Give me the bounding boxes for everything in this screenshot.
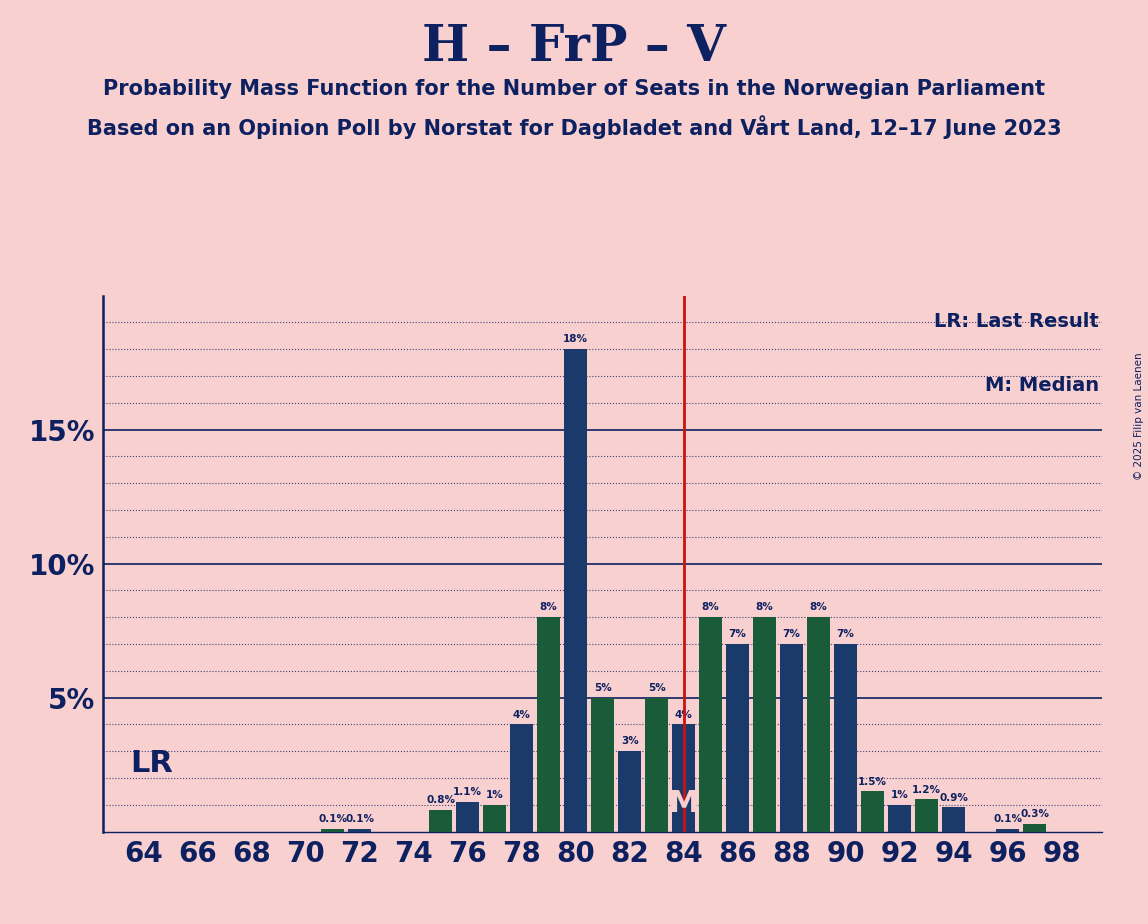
Bar	[564, 349, 587, 832]
Text: M: Median: M: Median	[985, 376, 1099, 395]
Text: 0.1%: 0.1%	[993, 814, 1022, 824]
Bar	[1023, 823, 1046, 832]
Text: 0.1%: 0.1%	[346, 814, 374, 824]
Bar	[753, 617, 776, 832]
Bar	[807, 617, 830, 832]
Text: © 2025 Filip van Laenen: © 2025 Filip van Laenen	[1134, 352, 1143, 480]
Text: 4%: 4%	[675, 710, 692, 720]
Bar	[781, 644, 804, 832]
Text: 8%: 8%	[701, 602, 720, 613]
Text: LR: Last Result: LR: Last Result	[934, 311, 1099, 331]
Text: 1.5%: 1.5%	[859, 776, 887, 786]
Bar	[645, 698, 668, 832]
Text: 0.9%: 0.9%	[939, 793, 968, 803]
Text: 18%: 18%	[564, 334, 588, 345]
Text: 1.1%: 1.1%	[453, 787, 482, 797]
Text: Based on an Opinion Poll by Norstat for Dagbladet and Vårt Land, 12–17 June 2023: Based on an Opinion Poll by Norstat for …	[87, 116, 1061, 140]
Bar	[510, 724, 533, 832]
Text: 7%: 7%	[729, 629, 746, 639]
Bar	[348, 829, 371, 832]
Bar	[943, 808, 965, 832]
Bar	[889, 805, 912, 832]
Text: 7%: 7%	[837, 629, 854, 639]
Text: 3%: 3%	[621, 736, 638, 747]
Text: 1%: 1%	[891, 790, 908, 800]
Bar	[456, 802, 479, 832]
Bar	[591, 698, 614, 832]
Bar	[835, 644, 858, 832]
Text: 8%: 8%	[755, 602, 774, 613]
Text: 8%: 8%	[540, 602, 558, 613]
Bar	[996, 829, 1019, 832]
Text: 4%: 4%	[513, 710, 530, 720]
Bar	[861, 791, 884, 832]
Bar	[699, 617, 722, 832]
Text: Probability Mass Function for the Number of Seats in the Norwegian Parliament: Probability Mass Function for the Number…	[103, 79, 1045, 99]
Bar	[727, 644, 750, 832]
Bar	[429, 810, 452, 832]
Bar	[483, 805, 506, 832]
Bar	[619, 751, 642, 832]
Text: 5%: 5%	[647, 683, 666, 693]
Text: H – FrP – V: H – FrP – V	[422, 23, 726, 72]
Text: 0.8%: 0.8%	[426, 796, 456, 806]
Bar	[537, 617, 560, 832]
Text: LR: LR	[131, 749, 173, 778]
Bar	[673, 724, 696, 832]
Text: 5%: 5%	[594, 683, 612, 693]
Bar	[915, 799, 938, 832]
Bar	[321, 829, 344, 832]
Text: M: M	[668, 789, 699, 819]
Text: 7%: 7%	[783, 629, 800, 639]
Text: 8%: 8%	[809, 602, 828, 613]
Text: 0.3%: 0.3%	[1021, 808, 1049, 819]
Text: 0.1%: 0.1%	[318, 814, 347, 824]
Text: 1.2%: 1.2%	[913, 784, 941, 795]
Text: 1%: 1%	[486, 790, 504, 800]
